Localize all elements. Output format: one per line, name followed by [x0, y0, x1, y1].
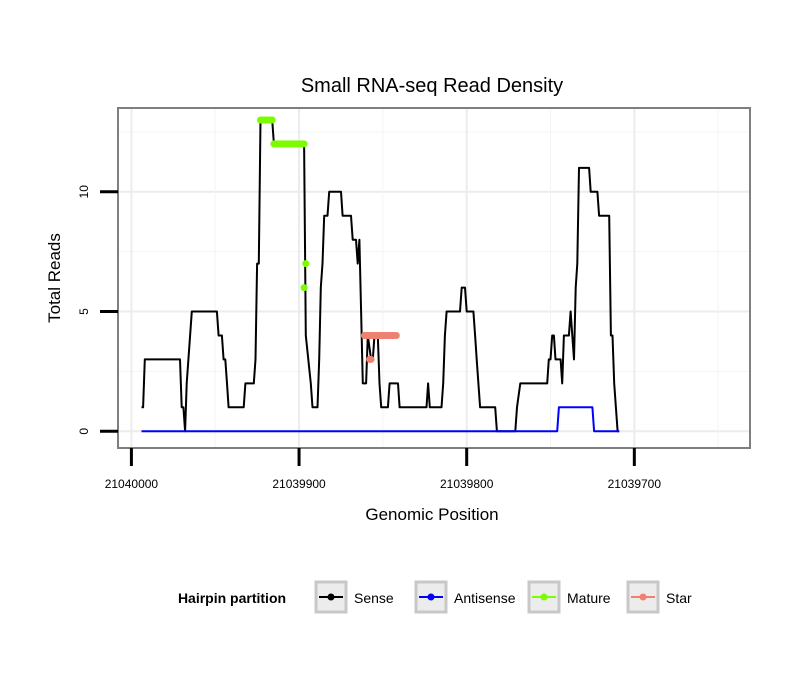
- series-star-point: [392, 332, 400, 339]
- x-tick-label: 21039800: [440, 477, 494, 491]
- y-axis-title: Total Reads: [45, 233, 64, 323]
- x-axis-title: Genomic Position: [365, 505, 498, 524]
- gridlines: [118, 108, 750, 448]
- series-mature-point: [302, 260, 310, 268]
- x-tick-label: 21039700: [608, 477, 662, 491]
- x-axis: 21040000 21039900 21039800 21039700: [105, 448, 662, 491]
- series-star-point: [367, 355, 375, 363]
- plot-border: [117, 107, 751, 449]
- series-mature-point: [300, 284, 308, 292]
- series-sense-line: [141, 119, 620, 433]
- legend-item-sense: Sense: [314, 580, 394, 614]
- legend-key-point: [639, 593, 647, 601]
- legend: Hairpin partition Sense Antisense Mature St…: [178, 580, 692, 614]
- legend-label: Sense: [354, 590, 394, 606]
- legend-key-point: [427, 593, 435, 601]
- legend-item-antisense: Antisense: [414, 580, 516, 614]
- legend-label: Star: [666, 590, 692, 606]
- plot-area: [118, 108, 750, 448]
- y-axis: 0 5 10: [77, 185, 118, 435]
- y-tick-label: 5: [77, 308, 91, 315]
- y-tick-label: 0: [77, 428, 91, 435]
- legend-title: Hairpin partition: [178, 590, 286, 606]
- legend-item-star: Star: [626, 580, 692, 614]
- x-tick-label: 21039900: [272, 477, 326, 491]
- y-tick-label: 10: [77, 185, 91, 199]
- legend-key-point: [327, 593, 335, 601]
- legend-label: Mature: [567, 590, 611, 606]
- legend-item-mature: Mature: [527, 580, 611, 614]
- series-antisense-line: [141, 406, 620, 433]
- series-layer: [141, 116, 620, 433]
- series-mature-point: [268, 116, 276, 124]
- legend-label: Antisense: [454, 590, 516, 606]
- x-tick-label: 21040000: [105, 477, 159, 491]
- series-mature-point: [300, 140, 308, 148]
- legend-key-point: [540, 593, 548, 601]
- chart-title: Small RNA-seq Read Density: [301, 75, 563, 97]
